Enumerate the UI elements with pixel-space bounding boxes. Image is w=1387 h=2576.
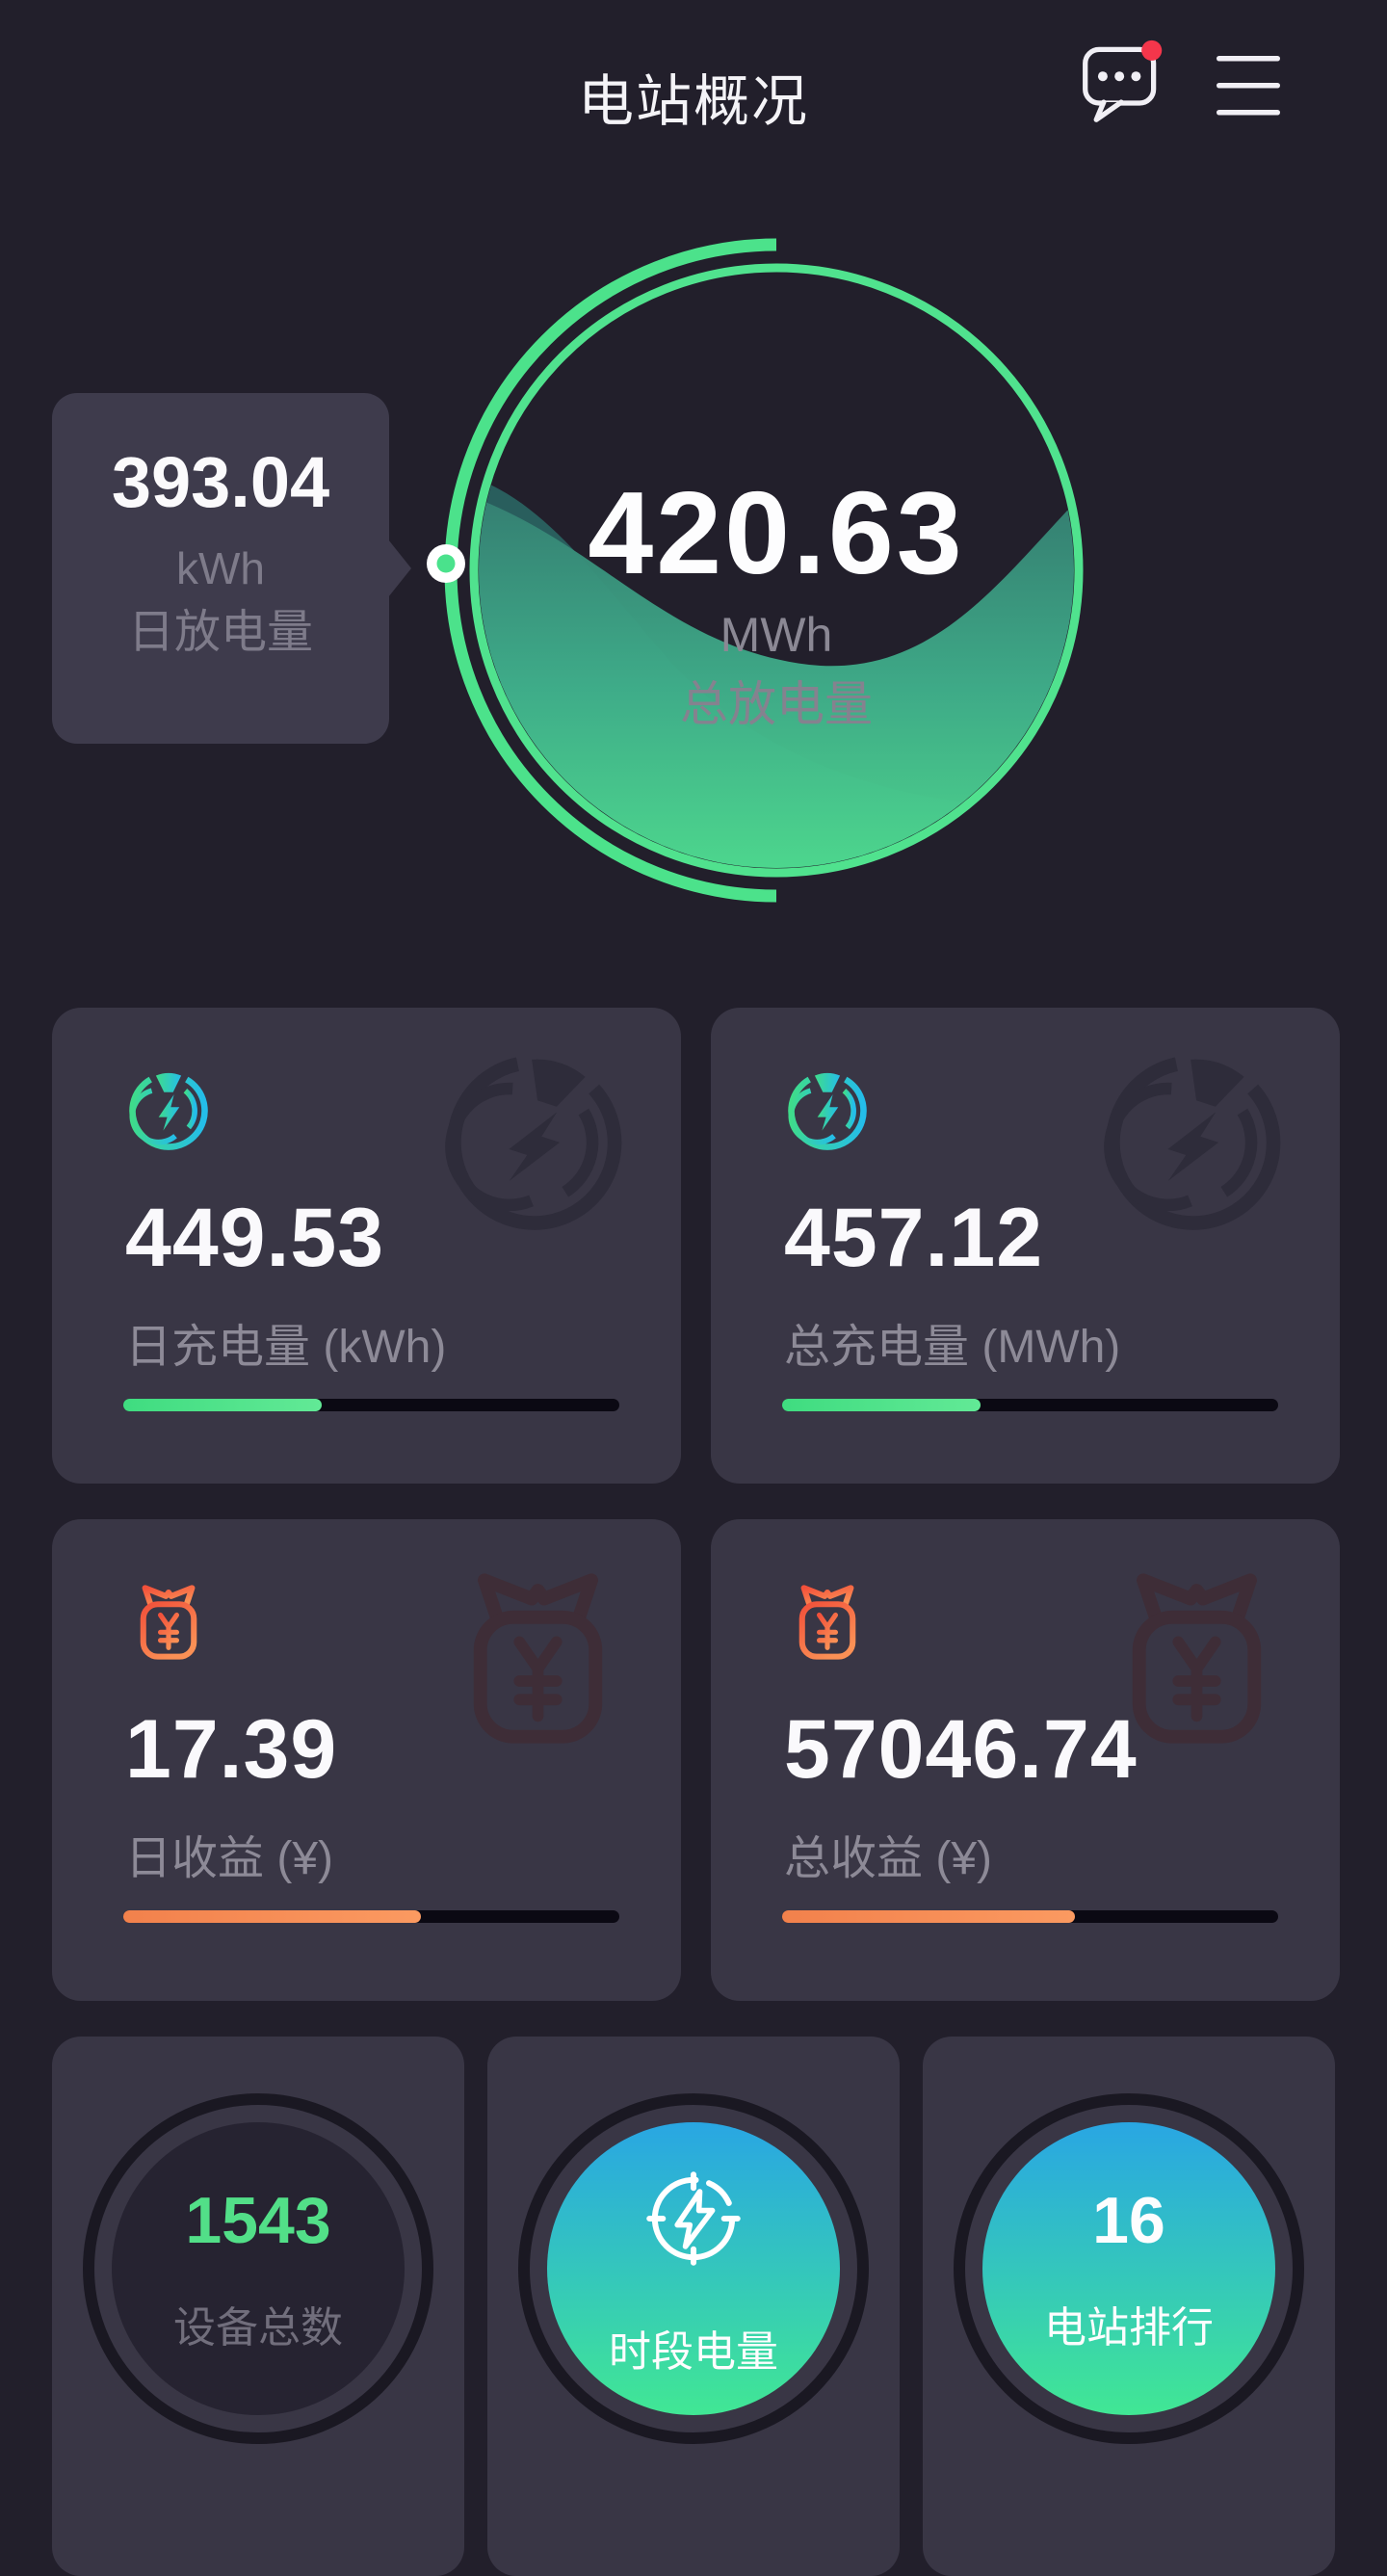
station-ranking-circle: 16 电站排行	[954, 2093, 1304, 2444]
message-button[interactable]	[1077, 37, 1169, 125]
hamburger-menu-icon	[1214, 56, 1283, 121]
total-charge-value: 457.12	[784, 1192, 1044, 1284]
daily-income-progressbar	[123, 1910, 619, 1923]
total-income-label: 总收益 (¥)	[784, 1833, 993, 1884]
daily-charge-progressbar	[123, 1399, 619, 1411]
card-daily-income[interactable]: 17.39 日收益 (¥)	[52, 1519, 681, 2001]
notification-dot	[1141, 39, 1163, 61]
daily-discharge-value: 393.04	[111, 442, 330, 522]
total-discharge-label: 总放电量	[680, 677, 873, 731]
card-device-total[interactable]: 1543 设备总数	[52, 2037, 464, 2576]
total-charge-progressbar	[782, 1399, 1278, 1411]
station-ranking-value: 16	[1092, 2184, 1165, 2257]
total-charge-label: 总充电量 (MWh)	[784, 1322, 1121, 1373]
compass-bolt-icon	[640, 2165, 747, 2277]
total-income-progressbar	[782, 1910, 1278, 1923]
charging-ring-bolt-icon	[125, 1067, 212, 1154]
money-pouch-icon	[125, 1579, 212, 1666]
total-discharge-unit: MWh	[720, 608, 833, 662]
card-total-income[interactable]: 57046.74 总收益 (¥)	[711, 1519, 1340, 2001]
daily-income-label: 日收益 (¥)	[125, 1833, 334, 1884]
device-total-value: 1543	[185, 2184, 331, 2257]
daily-discharge-tooltip: 393.04 kWh 日放电量	[52, 393, 411, 744]
period-energy-circle: 时段电量	[518, 2093, 869, 2444]
card-daily-charge[interactable]: 449.53 日充电量 (kWh)	[52, 1008, 681, 1484]
total-income-value: 57046.74	[784, 1703, 1138, 1796]
card-period-energy[interactable]: 时段电量	[487, 2037, 900, 2576]
menu-button[interactable]	[1214, 48, 1283, 118]
charging-ring-bolt-icon	[784, 1067, 871, 1154]
total-discharge-value: 420.63	[588, 467, 965, 598]
daily-charge-value: 449.53	[125, 1192, 385, 1284]
message-bubble-icon	[1077, 39, 1169, 129]
money-pouch-watermark-icon	[439, 1560, 637, 1762]
charging-ring-bolt-watermark-icon	[411, 1021, 656, 1269]
daily-discharge-label: 日放电量	[127, 607, 313, 659]
daily-charge-label: 日充电量 (kWh)	[125, 1322, 447, 1373]
daily-income-value: 17.39	[125, 1703, 338, 1796]
money-pouch-icon	[784, 1579, 871, 1666]
period-energy-label: 时段电量	[609, 2327, 778, 2376]
card-station-ranking[interactable]: 16 电站排行	[923, 2037, 1335, 2576]
device-total-label: 设备总数	[173, 2304, 343, 2352]
card-total-charge[interactable]: 457.12 总充电量 (MWh)	[711, 1008, 1340, 1484]
daily-discharge-unit: kWh	[176, 543, 265, 594]
charging-ring-bolt-watermark-icon	[1070, 1021, 1315, 1269]
device-total-circle: 1543 设备总数	[83, 2093, 433, 2444]
station-ranking-label: 电站排行	[1044, 2304, 1214, 2352]
page-title: 电站概况	[577, 70, 809, 133]
